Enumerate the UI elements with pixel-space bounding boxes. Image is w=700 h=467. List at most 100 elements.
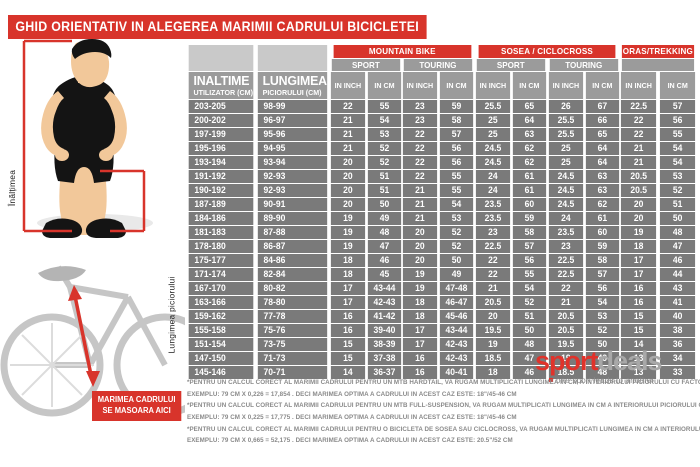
cell-size: 64 bbox=[512, 113, 546, 127]
cell-size: 50 bbox=[440, 253, 474, 267]
subgroup-road-touring: TOURING bbox=[549, 58, 618, 71]
table-row: 167-170 80-82 17 43-44 19 47-48 21 54 22 56 16 43 bbox=[187, 281, 696, 295]
cell-leg: 98-99 bbox=[257, 99, 327, 113]
cell-height: 178-180 bbox=[188, 239, 254, 253]
size-table-wrapper: MOUNTAIN BIKE SOSEA / CICLOCROSS ORAS/TR… bbox=[186, 44, 697, 380]
cell-size: 20.5 bbox=[476, 295, 511, 309]
cell-leg: 95-96 bbox=[257, 127, 327, 141]
square-bullet-icon bbox=[549, 378, 553, 382]
cell-leg: 92-93 bbox=[257, 183, 327, 197]
cell-size: 61 bbox=[512, 183, 546, 197]
cell-size: 49 bbox=[440, 267, 474, 281]
cell-size: 22 bbox=[476, 253, 511, 267]
cell-height: 155-158 bbox=[188, 323, 254, 337]
header-leg: LUNGIMEA PICIORULUI (CM) bbox=[257, 72, 328, 99]
cell-size: 18.5 bbox=[548, 365, 583, 379]
cell-size: 25.5 bbox=[476, 99, 511, 113]
cell-size: 56 bbox=[659, 113, 696, 127]
cell-size: 15 bbox=[621, 323, 657, 337]
subgroup-mtb-touring: TOURING bbox=[404, 58, 473, 71]
cell-size: 59 bbox=[512, 211, 546, 225]
frame-badge-line1: MARIMEA CADRULUI bbox=[97, 395, 176, 404]
cell-height: 190-192 bbox=[188, 183, 254, 197]
cell-size: 45 bbox=[367, 267, 401, 281]
cell-size: 21 bbox=[621, 155, 657, 169]
cell-size: 55 bbox=[440, 183, 474, 197]
cell-size: 15 bbox=[621, 309, 657, 323]
cell-size: 19 bbox=[476, 337, 511, 351]
height-label: Înălțimea bbox=[7, 169, 18, 207]
table-row: 171-174 82-84 18 45 19 49 22 55 22.5 57 17 44 bbox=[187, 267, 696, 281]
footnote-line: *PENTRU UN CALCUL CORECT AL MARIMII CADR… bbox=[187, 425, 700, 433]
cell-size: 60 bbox=[512, 197, 546, 211]
footnote-line: *PENTRU UN CALCUL CORECT AL MARIMII CADR… bbox=[187, 379, 700, 386]
cell-height: 175-177 bbox=[188, 253, 254, 267]
cell-size: 39-40 bbox=[367, 323, 401, 337]
cell-size: 20 bbox=[330, 155, 365, 169]
cell-leg: 89-90 bbox=[257, 211, 327, 225]
cell-size: 22 bbox=[330, 99, 365, 113]
cell-size: 20.5 bbox=[548, 323, 583, 337]
cell-size: 19 bbox=[548, 351, 583, 365]
cell-leg: 87-88 bbox=[257, 225, 327, 239]
cell-size: 25 bbox=[548, 155, 583, 169]
cell-size: 20 bbox=[403, 225, 438, 239]
cell-size: 21 bbox=[330, 127, 365, 141]
cell-size: 24.5 bbox=[548, 197, 583, 211]
illustration: Înălțimea Lungimea piciorului MARIMEA CA… bbox=[0, 35, 185, 455]
cell-size: 23.5 bbox=[476, 211, 511, 225]
header-leg-main: LUNGIMEA bbox=[262, 73, 328, 88]
cell-size: 56 bbox=[440, 155, 474, 169]
cell-size: 40-41 bbox=[440, 365, 474, 379]
cell-size: 21 bbox=[330, 113, 365, 127]
cell-size: 21 bbox=[403, 211, 438, 225]
cell-size: 24 bbox=[548, 211, 583, 225]
cell-size: 16 bbox=[403, 351, 438, 365]
cell-size: 64 bbox=[585, 155, 619, 169]
cell-size: 58 bbox=[585, 253, 619, 267]
cell-size: 22 bbox=[621, 113, 657, 127]
cell-size: 22 bbox=[403, 141, 438, 155]
cell-size: 53 bbox=[367, 127, 401, 141]
cell-size: 59 bbox=[585, 239, 619, 253]
cell-size: 18.5 bbox=[476, 351, 511, 365]
cell-leg: 75-76 bbox=[257, 323, 327, 337]
cell-size: 51 bbox=[659, 197, 696, 211]
unit-cell: IN INCH bbox=[621, 72, 657, 99]
cell-size: 13 bbox=[621, 365, 657, 379]
cell-size: 14 bbox=[330, 365, 365, 379]
cell-size: 25 bbox=[476, 127, 511, 141]
cell-size: 16 bbox=[403, 365, 438, 379]
shorts bbox=[54, 139, 114, 183]
cell-size: 16 bbox=[330, 309, 365, 323]
cell-size: 19 bbox=[403, 281, 438, 295]
cell-size: 14 bbox=[621, 337, 657, 351]
leg-length-label: Lungimea piciorului bbox=[166, 276, 177, 354]
unit-cell: IN CM bbox=[585, 72, 619, 99]
cell-size: 33 bbox=[659, 365, 696, 379]
cell-size: 18 bbox=[476, 365, 511, 379]
leg-measure-bracket bbox=[100, 169, 146, 233]
cell-size: 19 bbox=[330, 239, 365, 253]
cell-size: 56 bbox=[585, 281, 619, 295]
cell-size: 50 bbox=[659, 211, 696, 225]
cell-size: 15 bbox=[330, 337, 365, 351]
cell-size: 21 bbox=[403, 197, 438, 211]
cell-leg: 94-95 bbox=[257, 141, 327, 155]
cell-size: 38-39 bbox=[367, 337, 401, 351]
cell-size: 18 bbox=[330, 267, 365, 281]
cell-size: 62 bbox=[512, 141, 546, 155]
cell-leg: 80-82 bbox=[257, 281, 327, 295]
cell-height: 187-189 bbox=[188, 197, 254, 211]
cell-size: 50 bbox=[367, 197, 401, 211]
brand-logo: sportdeals one sport leads to another bbox=[535, 348, 695, 386]
cell-size: 42-43 bbox=[440, 351, 474, 365]
height-measure-bracket bbox=[22, 39, 72, 233]
cell-size: 20 bbox=[330, 197, 365, 211]
unit-header-row: INALTIME UTILIZATOR (CM) LUNGIMEA PICIORUL… bbox=[187, 72, 696, 99]
cell-size: 17 bbox=[621, 267, 657, 281]
table-row: 163-166 78-80 17 42-43 18 46-47 20.5 52 21 54 16 41 bbox=[187, 295, 696, 309]
header-leg-sub: PICIORULUI (CM) bbox=[262, 87, 322, 97]
cell-size: 24 bbox=[476, 183, 511, 197]
cell-size: 24.5 bbox=[476, 155, 511, 169]
